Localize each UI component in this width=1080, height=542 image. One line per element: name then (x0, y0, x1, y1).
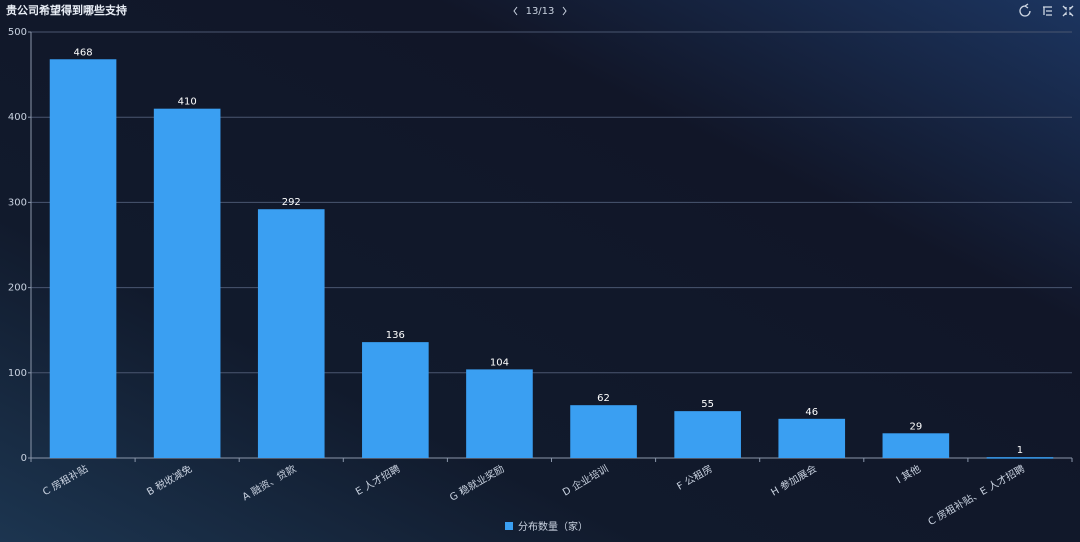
pager: 13/13 (526, 6, 555, 17)
prev-page[interactable] (513, 6, 518, 16)
bar (362, 342, 429, 458)
value-label: 46 (805, 407, 818, 418)
bar (153, 108, 221, 459)
collapse-icon[interactable] (1062, 5, 1074, 17)
chart-title: 贵公司希望得到哪些支持 (6, 3, 127, 17)
legend-label: 分布数量（家） (518, 520, 588, 533)
y-tick-label: 100 (8, 368, 27, 379)
bar (986, 457, 1054, 459)
bar (49, 59, 117, 458)
value-label: 468 (74, 47, 93, 58)
sort-icon[interactable] (1043, 6, 1052, 16)
value-label: 55 (701, 399, 714, 410)
value-label: 136 (386, 330, 405, 341)
bar (257, 209, 325, 458)
y-tick-label: 300 (8, 197, 27, 208)
next-page[interactable] (562, 6, 567, 16)
value-label: 1 (1017, 445, 1023, 456)
legend-swatch (505, 522, 513, 530)
y-tick-label: 0 (21, 453, 27, 464)
value-label: 104 (490, 357, 509, 368)
value-label: 29 (909, 421, 922, 432)
bar (466, 369, 533, 458)
value-label: 62 (597, 393, 610, 404)
value-label: 292 (282, 197, 301, 208)
bar (778, 418, 846, 458)
refresh-icon[interactable] (1019, 3, 1031, 17)
value-label: 410 (178, 97, 197, 108)
bar (674, 411, 741, 458)
y-tick-label: 400 (8, 112, 27, 123)
bar (570, 405, 637, 458)
y-tick-label: 200 (8, 283, 27, 294)
toolbar (1019, 3, 1074, 17)
y-tick-label: 500 (8, 27, 27, 38)
bar (882, 433, 950, 458)
